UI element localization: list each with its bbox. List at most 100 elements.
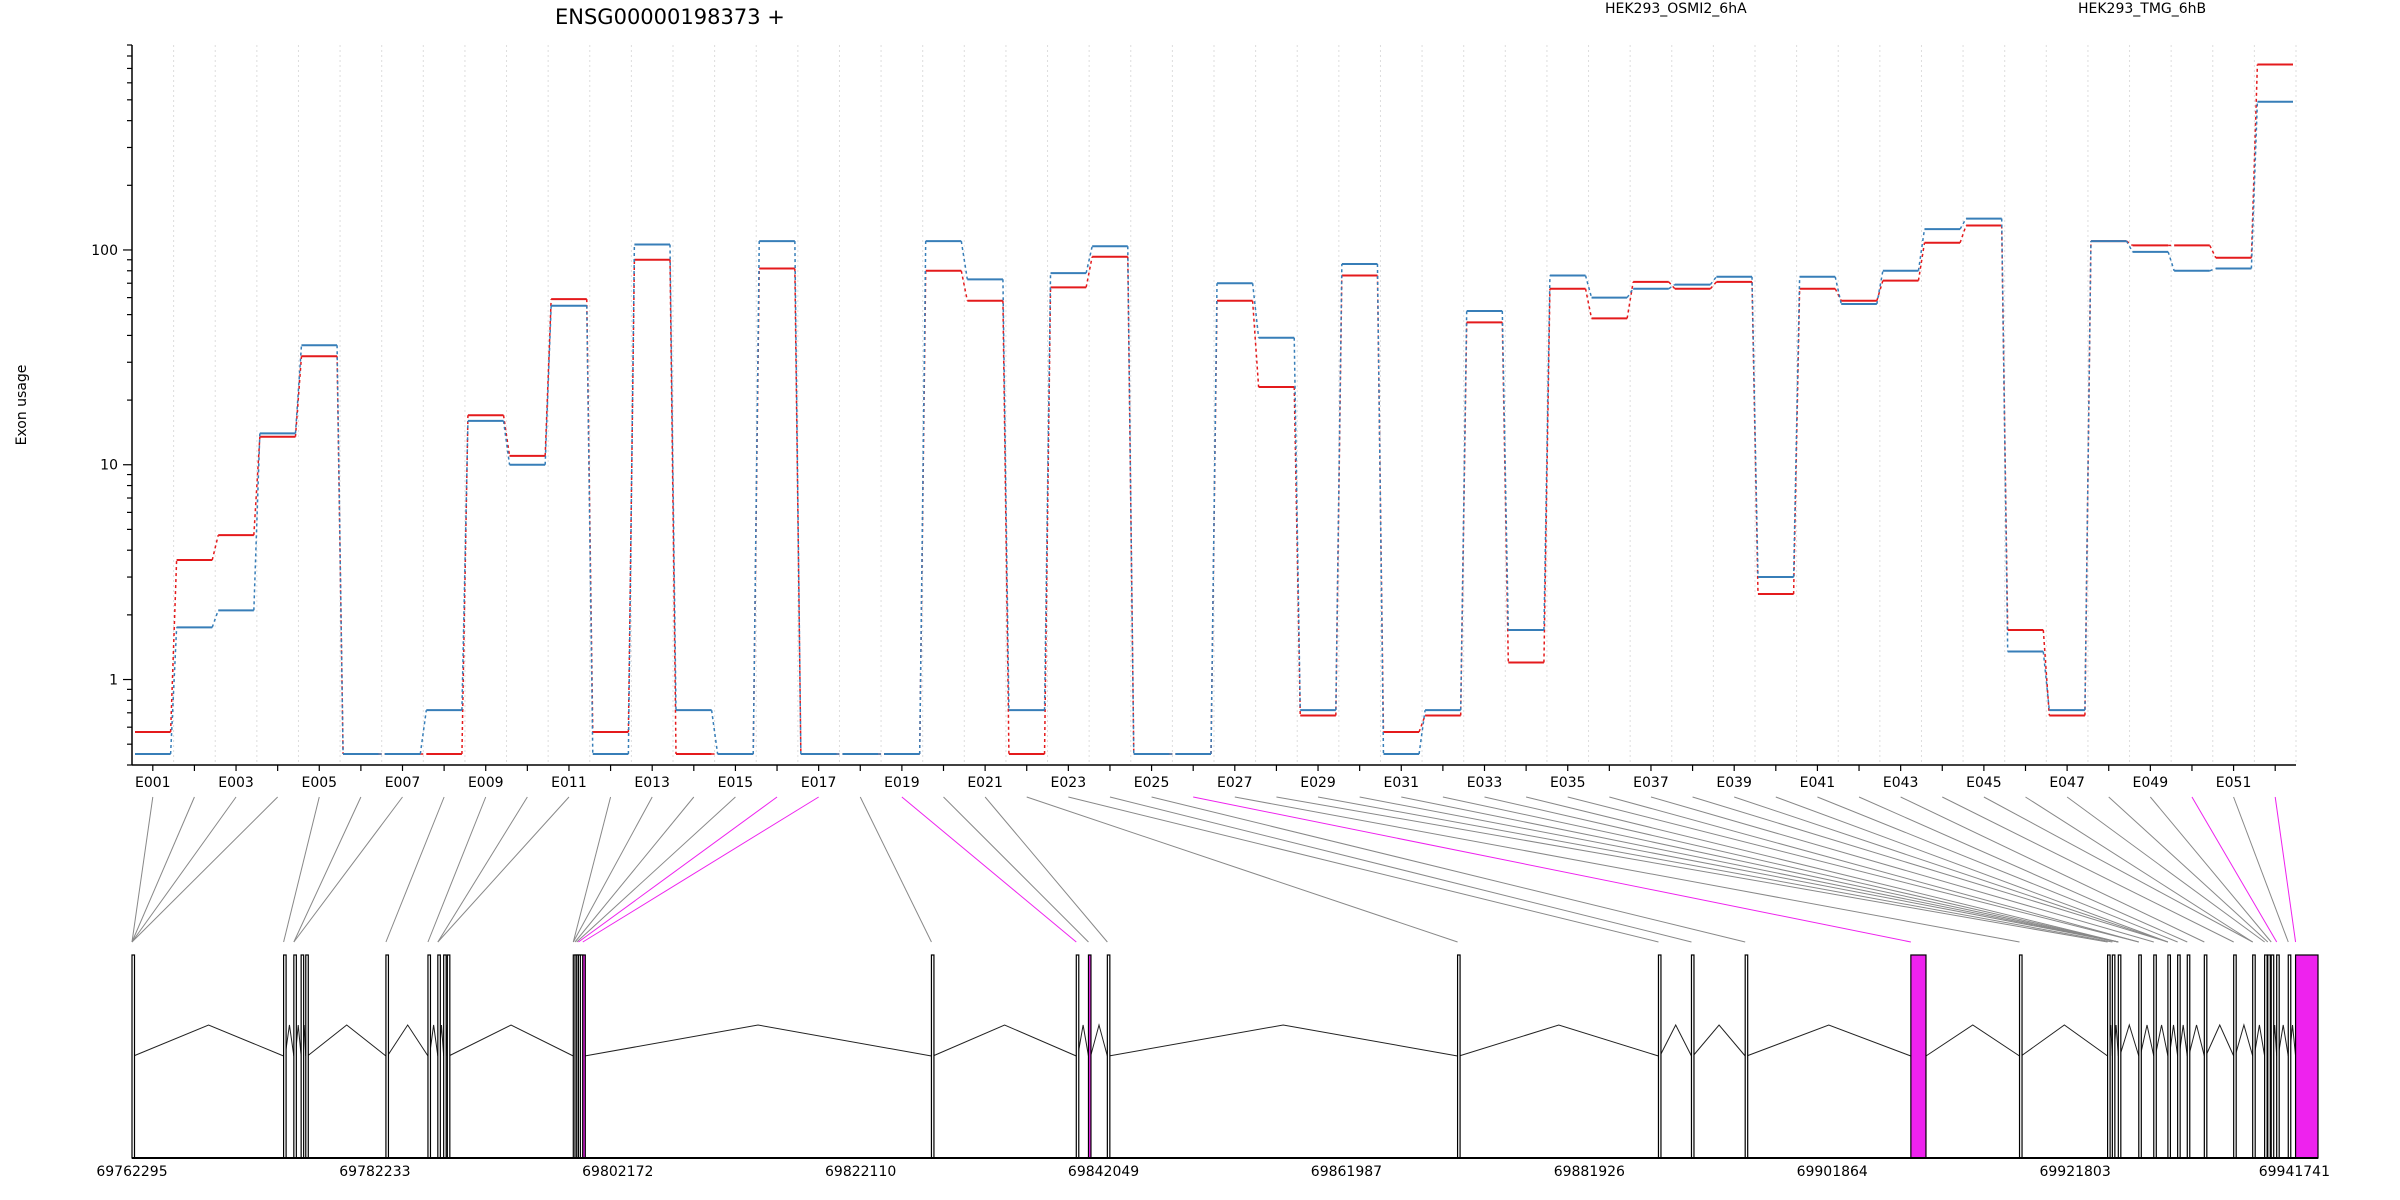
exon: [446, 954, 451, 1159]
usage-connector: [918, 241, 927, 755]
exon-connector: [1692, 796, 2169, 943]
y-tick-label: 10: [100, 458, 118, 474]
intron: [584, 1024, 932, 1057]
exon-connector: [572, 796, 612, 943]
exon: [1456, 954, 1461, 1159]
exon-connector: [2274, 796, 2297, 943]
exon: [1106, 954, 1111, 1159]
x-tick-label: E043: [1883, 775, 1919, 791]
exon-connector: [576, 796, 736, 943]
exon-connector: [1109, 796, 1692, 943]
usage-connector: [544, 305, 552, 465]
usage-connector: [960, 270, 969, 301]
exon: [2287, 954, 2292, 1159]
x-tick-label: E007: [385, 775, 421, 791]
genomic-tick-label: 69802172: [582, 1164, 653, 1180]
exon-connector: [1442, 796, 2119, 943]
intron: [2277, 1024, 2289, 1057]
exon-connector: [1983, 796, 2253, 943]
exon: [2018, 954, 2023, 1159]
usage-connector: [1085, 256, 1093, 288]
intron: [307, 1024, 387, 1057]
exon-connector: [2108, 796, 2269, 943]
exon-connector: [1026, 796, 1458, 943]
usage-connector: [1543, 275, 1551, 631]
usage-series: [135, 63, 2293, 756]
exon-connector: [2191, 796, 2278, 943]
usage-connector: [502, 420, 511, 465]
x-tick-label: E049: [2133, 775, 2169, 791]
usage-connector: [1668, 283, 1676, 290]
exon-connector: [385, 796, 445, 943]
usage-connector: [1293, 337, 1301, 711]
x-axis-exons: E001 E003 E005 E007 E009 E011 E013 E015 E017 E019…: [132, 764, 2296, 791]
x-tick-label: E033: [1467, 775, 1503, 791]
usage-connector: [461, 420, 469, 711]
exon-connector: [2233, 796, 2289, 943]
intron: [1458, 1024, 1659, 1057]
exon-connector: [1858, 796, 2188, 943]
usage-connector: [1501, 310, 1510, 631]
usage-connector: [1335, 264, 1343, 711]
y-axis-label: Exon usage: [14, 365, 30, 446]
exon-connector: [131, 796, 195, 943]
usage-connector: [544, 299, 552, 456]
exon-connector: [2149, 796, 2272, 943]
usage-connector: [794, 241, 802, 755]
usage-connector: [1959, 218, 1967, 230]
usage-connector: [960, 240, 969, 280]
exon-connector: [1484, 796, 2119, 943]
genomic-tick-label: 69941741: [2259, 1164, 2330, 1180]
usage-connector: [1251, 300, 1260, 388]
exon-connector: [1359, 796, 2119, 943]
x-tick-label: E041: [1800, 775, 1836, 791]
exon-connector: [131, 796, 154, 943]
usage-connector: [1459, 310, 1468, 711]
intron: [2119, 1023, 2140, 1057]
usage-connector: [2042, 651, 2051, 711]
y-tick-label: 100: [91, 243, 118, 259]
x-tick-label: E045: [1966, 775, 2002, 791]
usage-connector: [502, 415, 511, 456]
usage-connector: [1626, 281, 1634, 319]
exon: [2153, 954, 2157, 1159]
usage-connector: [1543, 288, 1551, 663]
exon: [437, 954, 441, 1159]
exon-connector: [437, 796, 570, 943]
genomic-tick-label: 69861987: [1311, 1164, 1382, 1180]
x-tick-label: E051: [2216, 775, 2252, 791]
exon: [131, 954, 136, 1159]
exon: [2267, 954, 2271, 1159]
exon-connector: [859, 796, 932, 943]
vertical-gridlines: [131, 45, 2297, 765]
usage-connector: [669, 259, 677, 755]
usage-connector: [1917, 242, 1926, 281]
exon-connector: [1151, 796, 1746, 943]
intron: [1108, 1024, 1458, 1057]
x-tick-label: E009: [468, 775, 504, 791]
usage-connector: [586, 305, 594, 755]
usage-connector: [2084, 241, 2092, 711]
x-tick-label: E019: [884, 775, 920, 791]
exon: [1744, 954, 1749, 1159]
exon: [2138, 954, 2142, 1159]
usage-connector: [1376, 264, 1385, 755]
exon-connector: [578, 796, 778, 943]
genomic-tick-label: 69921803: [2039, 1164, 2110, 1180]
x-tick-label: E003: [218, 775, 254, 791]
usage-connector: [211, 610, 219, 628]
x-tick-label: E025: [1134, 775, 1170, 791]
exon-connector: [1401, 796, 2119, 943]
exon-connector: [1193, 796, 1911, 943]
exon-connector: [1775, 796, 2169, 943]
usage-connector: [2000, 218, 2009, 652]
usage-connector: [1709, 281, 1717, 290]
x-tick-label: E001: [135, 775, 171, 791]
usage-connector: [1085, 246, 1093, 274]
usage-connector: [1668, 281, 1676, 290]
exon-highlight: [1910, 954, 1927, 1159]
exon-connector: [1942, 796, 2234, 943]
intron: [2154, 1024, 2169, 1057]
exon: [2252, 954, 2256, 1159]
